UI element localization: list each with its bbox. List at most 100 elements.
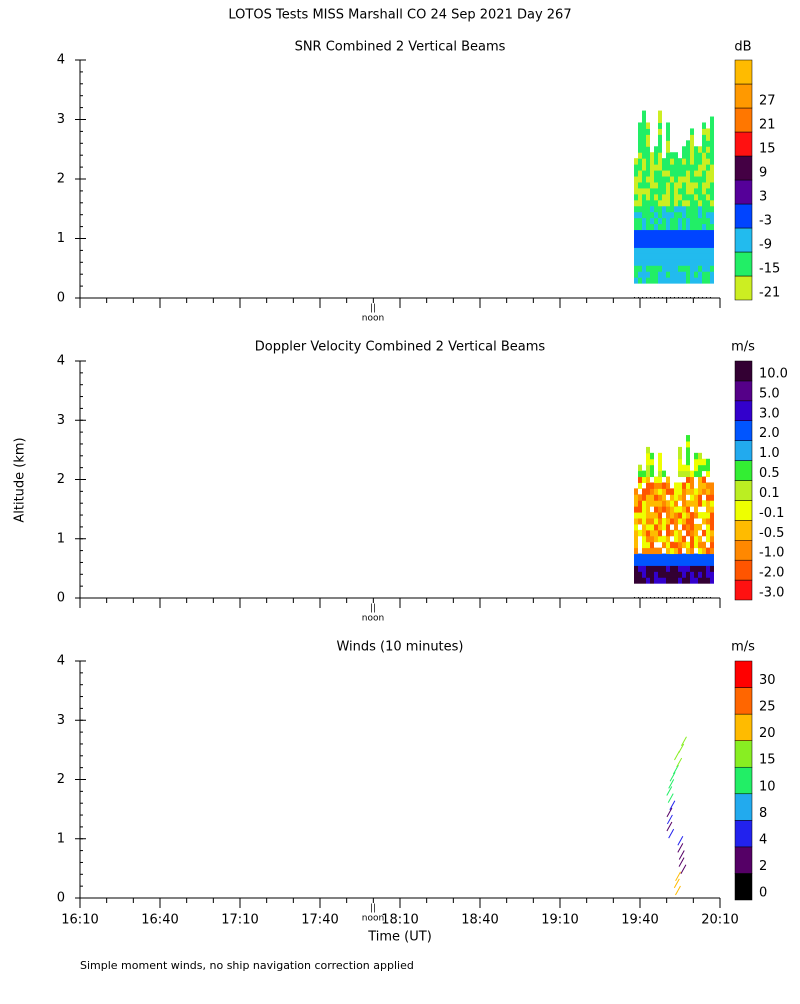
echo-cell <box>662 577 666 584</box>
echo-cell <box>674 235 678 242</box>
x-tick-label: 19:10 <box>541 913 578 928</box>
echo-cell <box>638 506 642 513</box>
echo-cell <box>698 271 702 278</box>
echo-cell <box>634 512 638 519</box>
echo-cell <box>650 458 654 466</box>
echo-cell <box>706 271 710 278</box>
echo-cell <box>642 217 646 225</box>
echo-cell <box>634 176 638 183</box>
echo-cell <box>702 247 706 254</box>
echo-cell <box>702 559 706 566</box>
echo-cell <box>694 259 698 266</box>
echo-cell <box>646 277 650 284</box>
echo-cell <box>642 529 646 537</box>
echo-cell <box>678 211 682 219</box>
echo-cell <box>666 211 670 219</box>
echo-cell <box>646 518 650 525</box>
echo-cell <box>710 158 714 165</box>
echo-cell <box>682 559 686 566</box>
echo-cell <box>654 152 658 159</box>
echo-cell <box>666 140 670 147</box>
echo-cell <box>706 553 710 560</box>
wind-barb <box>678 743 685 754</box>
echo-cell <box>642 181 646 189</box>
echo-cell <box>662 235 666 242</box>
echo-cell <box>706 128 710 135</box>
echo-cell <box>694 500 698 507</box>
echo-cell <box>662 470 666 478</box>
echo-cell <box>634 158 638 165</box>
echo-cell <box>686 140 690 147</box>
colorbar-block <box>734 793 753 821</box>
echo-cell <box>682 193 686 201</box>
echo-cell <box>666 512 670 519</box>
echo-cell <box>650 253 654 260</box>
echo-cell <box>642 488 646 495</box>
echo-cell <box>670 193 674 201</box>
echo-cell <box>670 170 674 177</box>
echo-cell <box>674 571 678 578</box>
wind-barb <box>681 736 687 746</box>
echo-cell <box>694 559 698 566</box>
wind-barb <box>678 850 685 860</box>
echo-cell <box>658 164 662 171</box>
echo-cell <box>658 271 662 278</box>
sample-dot <box>698 597 699 598</box>
echo-cell <box>690 181 694 189</box>
echo-cell <box>646 128 650 135</box>
echo-cell <box>694 271 698 278</box>
echo-cell <box>642 134 646 141</box>
echo-cell <box>686 158 690 165</box>
echo-cell <box>686 181 690 189</box>
echo-cell <box>662 205 666 213</box>
echo-cell <box>646 235 650 242</box>
echo-cell <box>710 571 714 578</box>
echo-cell <box>650 170 654 177</box>
echo-cell <box>646 122 650 129</box>
echo-cell <box>666 506 670 513</box>
echo-cell <box>654 518 658 525</box>
echo-cell <box>678 559 682 566</box>
echo-cell <box>670 512 674 519</box>
echo-cell <box>694 553 698 560</box>
echo-cell <box>646 229 650 237</box>
echo-cell <box>686 500 690 507</box>
y-tick-label: 0 <box>57 591 65 606</box>
colorbar-title: m/s <box>731 340 755 355</box>
echo-cell <box>702 541 706 549</box>
echo-cell <box>690 205 694 213</box>
echo-cell <box>666 253 670 260</box>
echo-cell <box>686 176 690 183</box>
echo-cell <box>682 464 686 472</box>
echo-cell <box>702 229 706 237</box>
echo-cell <box>710 235 714 242</box>
echo-cell <box>706 482 710 489</box>
echo-cell <box>642 253 646 260</box>
y-tick-label: 0 <box>57 291 65 306</box>
colorbar-block <box>734 500 753 521</box>
echo-cell <box>710 193 714 201</box>
echo-cell <box>682 506 686 513</box>
wind-barb <box>666 807 673 818</box>
echo-cell <box>686 241 690 248</box>
echo-cell <box>642 547 646 555</box>
echo-cell <box>682 577 686 584</box>
y-tick-label: 2 <box>57 772 65 787</box>
echo-cell <box>634 223 638 231</box>
echo-cell <box>678 446 682 454</box>
echo-cell <box>662 193 666 201</box>
echo-cell <box>710 553 714 560</box>
echo-cell <box>706 229 710 237</box>
sample-dot <box>702 597 703 598</box>
echo-cell <box>642 470 646 478</box>
echo-cell <box>682 181 686 189</box>
echo-cell <box>646 500 650 507</box>
echo-cell <box>686 170 690 177</box>
echo-cell <box>682 541 686 549</box>
echo-cell <box>706 164 710 171</box>
echo-cell <box>654 187 658 195</box>
echo-cell <box>666 553 670 560</box>
echo-cell <box>710 518 714 525</box>
echo-cell <box>634 535 638 543</box>
echo-cell <box>634 559 638 566</box>
